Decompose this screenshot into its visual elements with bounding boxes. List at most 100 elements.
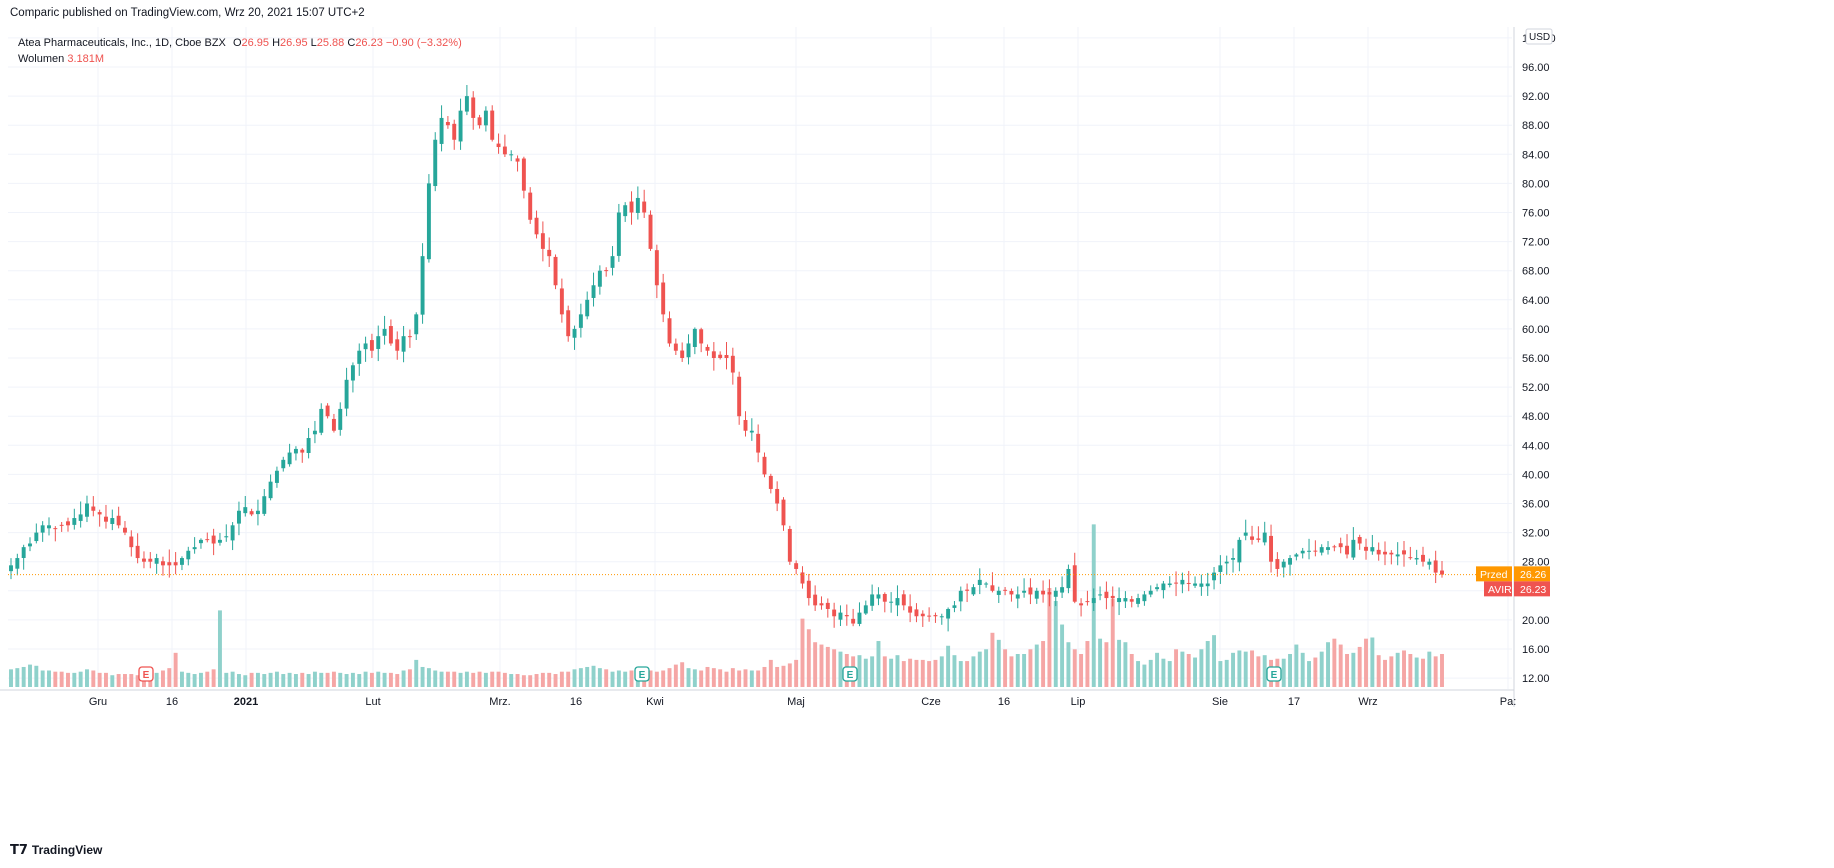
price-tick-label: 36.00 bbox=[1522, 498, 1550, 510]
volume-bar bbox=[97, 672, 102, 687]
volume-bar bbox=[1053, 600, 1058, 687]
time-tick-label: 2021 bbox=[234, 696, 258, 708]
time-tick-label: Cze bbox=[921, 696, 941, 708]
volume-bar bbox=[794, 659, 799, 687]
price-tick-label: 88.00 bbox=[1522, 120, 1550, 132]
volume-bar bbox=[262, 674, 267, 687]
volume-bar bbox=[78, 671, 83, 687]
volume-bar bbox=[1250, 650, 1255, 687]
volume-bar bbox=[243, 675, 248, 687]
volume-bar bbox=[300, 672, 305, 687]
candle-body bbox=[661, 282, 666, 315]
volume-bar bbox=[72, 672, 77, 687]
volume-bar bbox=[648, 670, 653, 687]
candle-body bbox=[205, 539, 210, 541]
candle-body bbox=[439, 117, 444, 144]
legend-change: −0.90 (−3.32%) bbox=[385, 37, 462, 49]
volume-bar bbox=[1281, 658, 1286, 687]
chart-area[interactable]: 100.0096.0092.0088.0084.0080.0076.0072.0… bbox=[0, 27, 1834, 839]
candle-body bbox=[116, 515, 121, 526]
volume-bar bbox=[217, 610, 222, 687]
candle-body bbox=[211, 535, 216, 544]
volume-bar bbox=[540, 672, 545, 687]
volume-bar bbox=[718, 669, 723, 687]
volume-bar bbox=[1288, 654, 1292, 687]
volume-bar bbox=[401, 670, 406, 687]
candle-body bbox=[914, 609, 919, 617]
candle-body bbox=[635, 197, 640, 213]
volume-bar bbox=[673, 664, 678, 687]
volume-bar bbox=[724, 671, 729, 687]
price-tick-label: 20.00 bbox=[1522, 615, 1550, 627]
price-tick-label: 84.00 bbox=[1522, 149, 1550, 161]
candle-body bbox=[1218, 565, 1223, 572]
candle-body bbox=[243, 507, 248, 514]
candle-body bbox=[1060, 587, 1065, 593]
volume-bar bbox=[705, 666, 710, 687]
candle-body bbox=[1034, 590, 1039, 599]
volume-bar bbox=[85, 669, 89, 687]
candle-body bbox=[1370, 547, 1375, 552]
candle-body bbox=[920, 613, 925, 617]
footer-brand[interactable]: 𝗧𝟳 TradingView bbox=[10, 842, 102, 858]
candle-body bbox=[863, 605, 868, 614]
volume-bar bbox=[616, 670, 621, 687]
volume-bar bbox=[1060, 624, 1065, 687]
candle-body bbox=[281, 459, 286, 469]
candle-body bbox=[553, 256, 558, 286]
volume-bar bbox=[920, 659, 925, 687]
candle-body bbox=[1237, 539, 1242, 563]
volume-bar bbox=[578, 668, 583, 687]
time-tick-label: Pa: bbox=[1500, 696, 1517, 708]
candle-body bbox=[483, 110, 488, 126]
candle-body bbox=[192, 547, 197, 550]
volume-bar bbox=[1003, 649, 1008, 687]
volume-bar bbox=[1224, 659, 1229, 687]
candle-body bbox=[154, 558, 159, 564]
candle-body bbox=[927, 615, 932, 617]
candle-body bbox=[1186, 582, 1191, 584]
time-tick-label: Lip bbox=[1071, 696, 1086, 708]
volume-bar bbox=[1180, 651, 1185, 687]
volume-bar bbox=[439, 671, 444, 687]
candle-body bbox=[306, 438, 311, 453]
candle-body bbox=[167, 562, 172, 566]
legend-o-label: O bbox=[232, 37, 242, 49]
chart-legend: Atea Pharmaceuticals, Inc., 1D, Cboe BZX… bbox=[18, 35, 462, 67]
volume-bar bbox=[1193, 657, 1198, 687]
candle-body bbox=[1256, 538, 1261, 540]
candle-body bbox=[161, 561, 165, 566]
candlestick-chart[interactable]: 100.0096.0092.0088.0084.0080.0076.0072.0… bbox=[0, 27, 1834, 839]
volume-bar bbox=[1110, 598, 1115, 687]
volume-bar bbox=[591, 665, 596, 687]
volume-bar bbox=[471, 672, 476, 687]
candle-body bbox=[1129, 599, 1134, 602]
volume-bar bbox=[965, 661, 970, 687]
candle-body bbox=[47, 525, 51, 529]
candle-body bbox=[705, 346, 710, 351]
legend-close: 26.23 bbox=[355, 37, 383, 49]
earnings-marker-icon bbox=[842, 666, 858, 682]
volume-bar bbox=[319, 672, 324, 687]
candle-body bbox=[756, 433, 761, 453]
volume-bar bbox=[230, 671, 235, 687]
candle-body bbox=[433, 139, 438, 187]
candle-body bbox=[578, 314, 583, 328]
candle-body bbox=[857, 612, 862, 624]
candle-body bbox=[540, 233, 545, 249]
candle-body bbox=[870, 594, 875, 606]
volume-bar bbox=[395, 674, 400, 687]
candle-body bbox=[629, 201, 634, 213]
volume-bar bbox=[977, 651, 982, 687]
avir-tag-label: AVIR bbox=[1488, 584, 1512, 596]
volume-bar bbox=[813, 642, 818, 687]
volume-bar bbox=[287, 672, 292, 687]
time-tick-label: Kwi bbox=[646, 696, 664, 708]
candle-body bbox=[1288, 558, 1292, 565]
candle-body bbox=[1028, 587, 1033, 595]
candle-body bbox=[1110, 595, 1115, 599]
candle-body bbox=[28, 543, 32, 547]
candle-body bbox=[1300, 550, 1305, 554]
candle-body bbox=[623, 205, 628, 217]
candle-body bbox=[686, 343, 691, 358]
